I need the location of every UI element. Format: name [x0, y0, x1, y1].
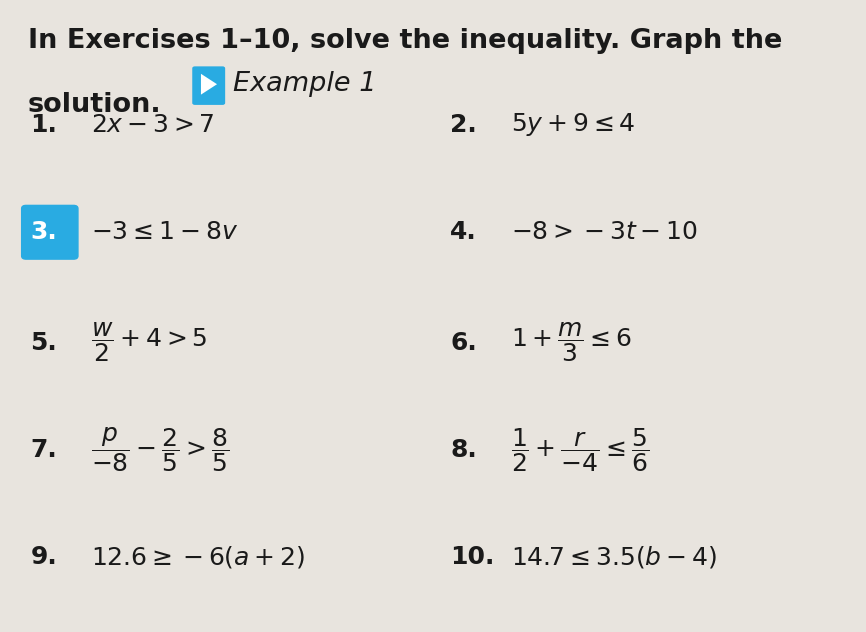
Text: 9.: 9.	[30, 545, 57, 569]
Text: $\dfrac{p}{-8} - \dfrac{2}{5} > \dfrac{8}{5}$: $\dfrac{p}{-8} - \dfrac{2}{5} > \dfrac{8…	[91, 425, 229, 475]
Text: $14.7 \leq 3.5(b - 4)$: $14.7 \leq 3.5(b - 4)$	[511, 544, 717, 571]
Text: 1.: 1.	[30, 112, 57, 137]
Text: solution.: solution.	[28, 92, 161, 118]
Text: $-3 \leq 1 - 8v$: $-3 \leq 1 - 8v$	[91, 220, 238, 244]
Text: In Exercises 1–10, solve the inequality. Graph the: In Exercises 1–10, solve the inequality.…	[28, 28, 782, 54]
Text: $5y + 9 \leq 4$: $5y + 9 \leq 4$	[511, 111, 636, 138]
Text: $2x - 3 > 7$: $2x - 3 > 7$	[91, 112, 215, 137]
FancyBboxPatch shape	[22, 205, 78, 259]
FancyBboxPatch shape	[192, 66, 225, 105]
Text: 7.: 7.	[30, 438, 57, 462]
Text: $\dfrac{w}{2} + 4 > 5$: $\dfrac{w}{2} + 4 > 5$	[91, 320, 208, 365]
Text: $\dfrac{1}{2} + \dfrac{r}{-4} \leq \dfrac{5}{6}$: $\dfrac{1}{2} + \dfrac{r}{-4} \leq \dfra…	[511, 426, 650, 474]
Text: 6.: 6.	[450, 331, 477, 355]
Text: 5.: 5.	[30, 331, 57, 355]
Text: $1 + \dfrac{m}{3} \leq 6$: $1 + \dfrac{m}{3} \leq 6$	[511, 320, 632, 365]
Text: 4.: 4.	[450, 220, 477, 244]
Text: 8.: 8.	[450, 438, 477, 462]
Text: $-8 > -3t - 10$: $-8 > -3t - 10$	[511, 220, 698, 244]
Text: Example 1: Example 1	[233, 71, 377, 97]
Text: 10.: 10.	[450, 545, 494, 569]
Text: 2.: 2.	[450, 112, 477, 137]
Polygon shape	[201, 74, 217, 95]
Text: $12.6 \geq -6(a + 2)$: $12.6 \geq -6(a + 2)$	[91, 544, 305, 571]
Text: 3.: 3.	[30, 220, 57, 244]
